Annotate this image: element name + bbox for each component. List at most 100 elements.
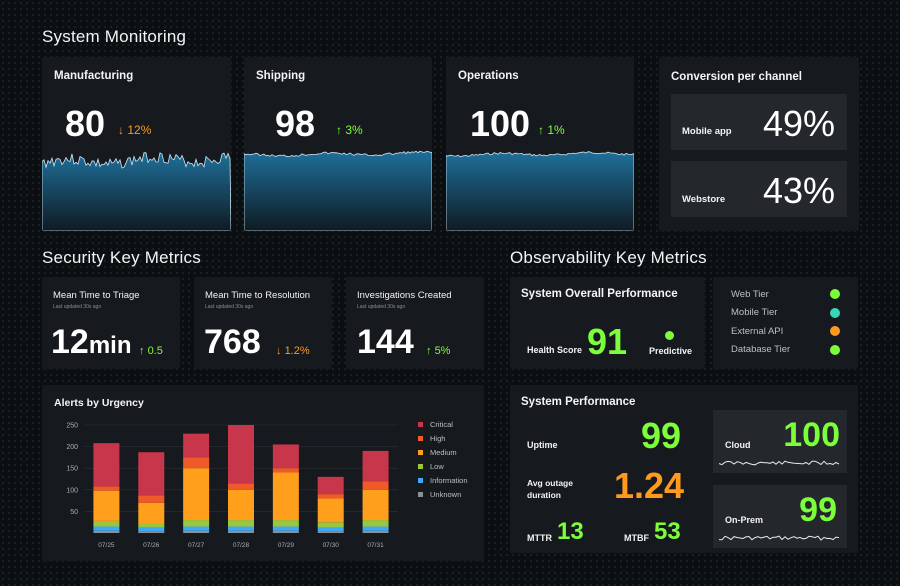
bar-segment-medium xyxy=(93,490,120,521)
bar-segment-unknown xyxy=(362,530,389,533)
arrow-up-icon: ↑ xyxy=(336,123,342,137)
delta-value: 0.5 xyxy=(147,345,163,357)
bar-segment-low xyxy=(362,520,389,527)
metric-card-triage[interactable]: Mean Time to Triage Last updated 30s ago… xyxy=(42,277,180,369)
tier-status-card: Web Tier Mobile Tier External API Databa… xyxy=(713,277,858,369)
tier-label: External API xyxy=(731,325,784,337)
system-performance-card: System Performance Uptime 99 Avg outage … xyxy=(510,385,858,553)
legend-label: High xyxy=(430,434,445,443)
bar-segment-low xyxy=(93,520,120,527)
status-dot-icon xyxy=(830,289,840,300)
status-dot-icon xyxy=(830,326,840,337)
onprem-value: 99 xyxy=(799,491,837,529)
security-section-title: Security Key Metrics xyxy=(42,248,201,267)
outage-label: Avg outage duration xyxy=(527,478,573,500)
metric-card-resolution[interactable]: Mean Time to Resolution Last updated 30s… xyxy=(194,277,332,369)
bar-segment-high xyxy=(138,495,165,503)
bar-segment-unknown xyxy=(93,530,120,533)
x-tick-label: 07/30 xyxy=(323,542,340,549)
arrow-up-icon: ↑ xyxy=(426,345,432,357)
metric-value: 144 xyxy=(357,323,414,361)
tier-row-external-api[interactable]: External API xyxy=(731,322,840,341)
bar-segment-medium xyxy=(362,489,389,521)
bar-segment-high xyxy=(183,457,210,469)
arrow-up-icon: ↑ xyxy=(139,345,145,357)
channel-value: 43% xyxy=(762,170,835,211)
outage-value: 1.24 xyxy=(614,465,685,506)
bar-segment-critical xyxy=(317,476,344,495)
legend-swatch xyxy=(418,436,423,441)
legend-label: Medium xyxy=(430,448,457,457)
cloud-value: 100 xyxy=(783,416,840,454)
delta-indicator: ↑ 0.5 xyxy=(139,345,163,357)
observability-section-title: Observability Key Metrics xyxy=(510,248,707,267)
predictive-status-icon xyxy=(665,331,674,340)
tier-row-mobile[interactable]: Mobile Tier xyxy=(731,304,840,323)
overall-performance-card[interactable]: System Overall Performance Health Score … xyxy=(510,277,705,369)
mttr-label: MTTR xyxy=(527,533,552,543)
x-tick-label: 07/31 xyxy=(367,542,384,549)
shipping-card[interactable]: Shipping 98 ↑ 3% xyxy=(244,57,432,231)
mtbf-value: 53 xyxy=(654,518,681,545)
legend-swatch xyxy=(418,492,423,497)
onprem-panel[interactable]: On-Prem 99 xyxy=(713,485,847,548)
channel-value: 49% xyxy=(762,103,835,144)
x-tick-label: 07/26 xyxy=(143,542,160,549)
metric-value: 768 xyxy=(204,323,261,361)
channel-label: Mobile app xyxy=(682,126,732,137)
cloud-panel[interactable]: Cloud 100 xyxy=(713,410,847,473)
x-tick-label: 07/27 xyxy=(188,542,205,549)
tier-label: Mobile Tier xyxy=(731,307,778,319)
bar-segment-unknown xyxy=(138,531,165,533)
legend-swatch xyxy=(418,422,423,427)
bar-segment-high xyxy=(362,481,389,490)
cloud-sparkline xyxy=(719,460,840,466)
uptime-label: Uptime xyxy=(527,440,558,450)
delta-indicator: ↑ 3% xyxy=(336,123,363,137)
metric-title: Mean Time to Triage xyxy=(53,290,140,301)
bar-segment-high xyxy=(272,468,299,473)
delta-indicator: ↑ 1% xyxy=(538,123,565,137)
metric-card-investigations[interactable]: Investigations Created Last updated 30s … xyxy=(346,277,484,369)
y-tick-label: 250 xyxy=(66,423,78,430)
last-updated: Last updated 30s ago xyxy=(357,304,406,310)
bar-segment-critical xyxy=(362,450,389,482)
card-title: Shipping xyxy=(256,70,306,82)
bar-segment-information xyxy=(272,526,299,531)
health-score-value: 91 xyxy=(587,321,628,362)
arrow-down-icon: ↓ xyxy=(118,123,124,137)
manufacturing-card[interactable]: Manufacturing 80 ↓ 12% xyxy=(42,57,231,231)
y-tick-label: 200 xyxy=(66,444,78,451)
bar-segment-unknown xyxy=(183,530,210,533)
tier-row-database[interactable]: Database Tier xyxy=(731,341,840,360)
card-title: Manufacturing xyxy=(54,70,134,82)
bar-segment-low xyxy=(183,520,210,527)
x-tick-label: 07/25 xyxy=(98,542,115,549)
status-dot-icon xyxy=(830,307,840,318)
metric-unit: min xyxy=(88,332,132,359)
bar-segment-critical xyxy=(228,425,254,484)
bar-segment-information xyxy=(228,526,254,531)
operations-card[interactable]: Operations 100 ↑ 1% xyxy=(446,57,634,231)
uptime-value: 99 xyxy=(641,415,682,456)
legend-label: Information xyxy=(430,476,468,485)
y-tick-label: 50 xyxy=(70,509,78,516)
bar-segment-high xyxy=(93,486,120,491)
channel-mobile-app[interactable]: Mobile app 49% xyxy=(671,94,847,150)
delta-indicator: ↓ 1.2% xyxy=(276,345,310,357)
channel-webstore[interactable]: Webstore 43% xyxy=(671,161,847,217)
legend-swatch xyxy=(418,464,423,469)
delta-value: 12% xyxy=(127,123,152,137)
legend-swatch xyxy=(418,450,423,455)
onprem-label: On-Prem xyxy=(725,515,764,525)
bar-segment-low xyxy=(317,522,344,528)
metric-value: 98 xyxy=(275,103,316,144)
delta-value: 1.2% xyxy=(284,345,310,357)
tier-row-web[interactable]: Web Tier xyxy=(731,285,840,304)
bar-segment-information xyxy=(183,526,210,531)
bar-segment-critical xyxy=(183,433,210,458)
chart-title: Alerts by Urgency xyxy=(54,397,144,409)
arrow-down-icon: ↓ xyxy=(276,345,282,357)
mttr-value: 13 xyxy=(557,518,584,545)
cloud-label: Cloud xyxy=(725,440,751,450)
